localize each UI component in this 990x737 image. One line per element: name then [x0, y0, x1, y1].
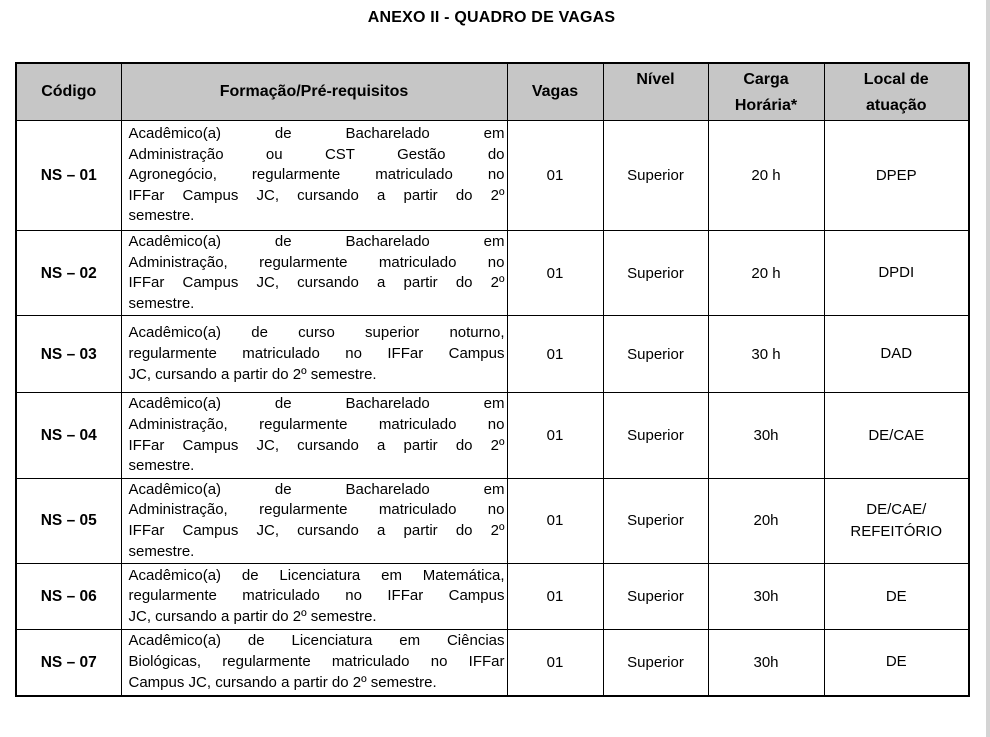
local-cell: DPEP [823, 120, 970, 231]
formacao-cell: Acadêmico(a) de Bacharelado em Administra… [120, 120, 508, 231]
carga-horaria-cell: 20h [707, 477, 825, 565]
formacao-cell: Acadêmico(a) de Bacharelado em Administra… [120, 229, 508, 317]
header-nivel: Nível [602, 62, 709, 121]
nivel-cell: Superior [602, 629, 709, 697]
formacao-line: semestre. [128, 542, 195, 560]
nivel-cell: Superior [602, 229, 709, 317]
formacao-line: Campus JC, cursando a partir do 2º semes… [128, 673, 437, 691]
formacao-line: Administração, regularmente matriculado … [128, 415, 505, 433]
nivel-cell: Superior [602, 120, 709, 231]
table-row: NS – 06 Acadêmico(a) de Licenciatura em M… [15, 563, 970, 631]
header-local-atuacao: Local de atuação [823, 62, 970, 121]
carga-horaria-cell: 30h [707, 392, 825, 479]
formacao-line: Acadêmico(a) de Licenciatura em Ciências [128, 632, 505, 650]
formacao-line: IFFar Campus JC, cursando a partir do 2º [128, 436, 505, 454]
codigo-cell: NS – 05 [15, 477, 122, 565]
vagas-cell: 01 [506, 563, 604, 631]
local-cell: DE [823, 629, 970, 697]
formacao-line: IFFar Campus JC, cursando a partir do 2º [128, 274, 505, 292]
formacao-line: Acadêmico(a) de Bacharelado em [128, 480, 505, 498]
nivel-cell: Superior [602, 563, 709, 631]
formacao-line: Acadêmico(a) de curso superior noturno, [128, 324, 505, 342]
carga-horaria-cell: 20 h [707, 229, 825, 317]
nivel-cell: Superior [602, 392, 709, 479]
formacao-cell: Acadêmico(a) de Licenciatura em Ciências… [120, 629, 508, 697]
vagas-cell: 01 [506, 229, 604, 317]
table-row: NS – 03 Acadêmico(a) de curso superior no… [15, 315, 970, 394]
vagas-cell: 01 [506, 392, 604, 479]
formacao-line: semestre. [128, 207, 195, 225]
header-row: Código Formação/Pré-requisitos Vagas Nível C… [15, 62, 970, 121]
formacao-line: Acadêmico(a) de Bacharelado em [128, 233, 505, 250]
local-cell: DE/CAE [823, 392, 970, 479]
vagas-cell: 01 [506, 120, 604, 231]
local-cell: DE/CAE/ REFEITÓRIO [823, 477, 970, 565]
header-carga-horaria: Carga Horária* [707, 62, 825, 121]
formacao-line: semestre. [128, 457, 195, 475]
local-cell: DPDI [823, 229, 970, 317]
window-edge [986, 0, 990, 737]
nivel-cell: Superior [602, 477, 709, 565]
formacao-line: Acadêmico(a) de Bacharelado em [128, 395, 505, 413]
formacao-line: JC, cursando a partir do 2º semestre. [128, 365, 377, 383]
codigo-cell: NS – 06 [15, 563, 122, 631]
formacao-line: Administração, regularmente matriculado … [128, 253, 505, 271]
formacao-cell: Acadêmico(a) de Bacharelado em Administra… [120, 392, 508, 479]
carga-horaria-cell: 30h [707, 629, 825, 697]
carga-horaria-cell: 20 h [707, 120, 825, 231]
codigo-cell: NS – 07 [15, 629, 122, 697]
formacao-line: IFFar Campus JC, cursando a partir do 2º [128, 521, 505, 539]
formacao-cell: Acadêmico(a) de Licenciatura em Matemáti… [120, 563, 508, 631]
table-row: NS – 05 Acadêmico(a) de Bacharelado em Adm… [15, 477, 970, 565]
header-formacao: Formação/Pré-requisitos [120, 62, 508, 121]
formacao-cell: Acadêmico(a) de Bacharelado em Administra… [120, 477, 508, 565]
local-cell: DAD [823, 315, 970, 394]
vagas-cell: 01 [506, 477, 604, 565]
formacao-line: Agronegócio, regularmente matriculado no [128, 166, 505, 184]
table-row: NS – 04 Acadêmico(a) de Bacharelado em Adm… [15, 392, 970, 479]
vagas-cell: 01 [506, 315, 604, 394]
header-codigo: Código [15, 62, 122, 121]
vagas-cell: 01 [506, 629, 604, 697]
table-row: NS – 01 Acadêmico(a) de Bacharelado em Adm… [15, 120, 970, 231]
formacao-line: Administração, regularmente matriculado … [128, 501, 505, 519]
formacao-line: Biológicas, regularmente matriculado no … [128, 653, 505, 671]
formacao-line: Acadêmico(a) de Licenciatura em Matemáti… [128, 566, 505, 584]
formacao-line: JC, cursando a partir do 2º semestre. [128, 607, 377, 625]
page-title: ANEXO II - QUADRO DE VAGAS [367, 9, 616, 26]
formacao-line: regularmente matriculado no IFFar Campus [128, 587, 505, 605]
formacao-line: Administração ou CST Gestão do [128, 145, 505, 163]
codigo-cell: NS – 03 [15, 315, 122, 394]
codigo-cell: NS – 01 [15, 120, 122, 231]
formacao-line: IFFar Campus JC, cursando a partir do 2º [128, 186, 505, 204]
table-row: NS – 02 Acadêmico(a) de Bacharelado em Adm… [15, 229, 970, 317]
codigo-cell: NS – 02 [15, 229, 122, 317]
formacao-cell: Acadêmico(a) de curso superior noturno, r… [120, 315, 508, 394]
carga-horaria-cell: 30 h [707, 315, 825, 394]
carga-horaria-cell: 30h [707, 563, 825, 631]
vagas-table: Código Formação/Pré-requisitos Vagas Nível C… [15, 62, 970, 697]
local-cell: DE [823, 563, 970, 631]
codigo-cell: NS – 04 [15, 392, 122, 479]
table-body: NS – 01 Acadêmico(a) de Bacharelado em Adm… [15, 120, 970, 697]
formacao-line: regularmente matriculado no IFFar Campus [128, 345, 505, 363]
table-header: Código Formação/Pré-requisitos Vagas Nível C… [15, 62, 970, 121]
formacao-line: Acadêmico(a) de Bacharelado em [128, 125, 505, 143]
nivel-cell: Superior [602, 315, 709, 394]
formacao-line: semestre. [128, 294, 195, 312]
header-vagas: Vagas [506, 62, 604, 121]
table-row: NS – 07 Acadêmico(a) de Licenciatura em C… [15, 629, 970, 697]
